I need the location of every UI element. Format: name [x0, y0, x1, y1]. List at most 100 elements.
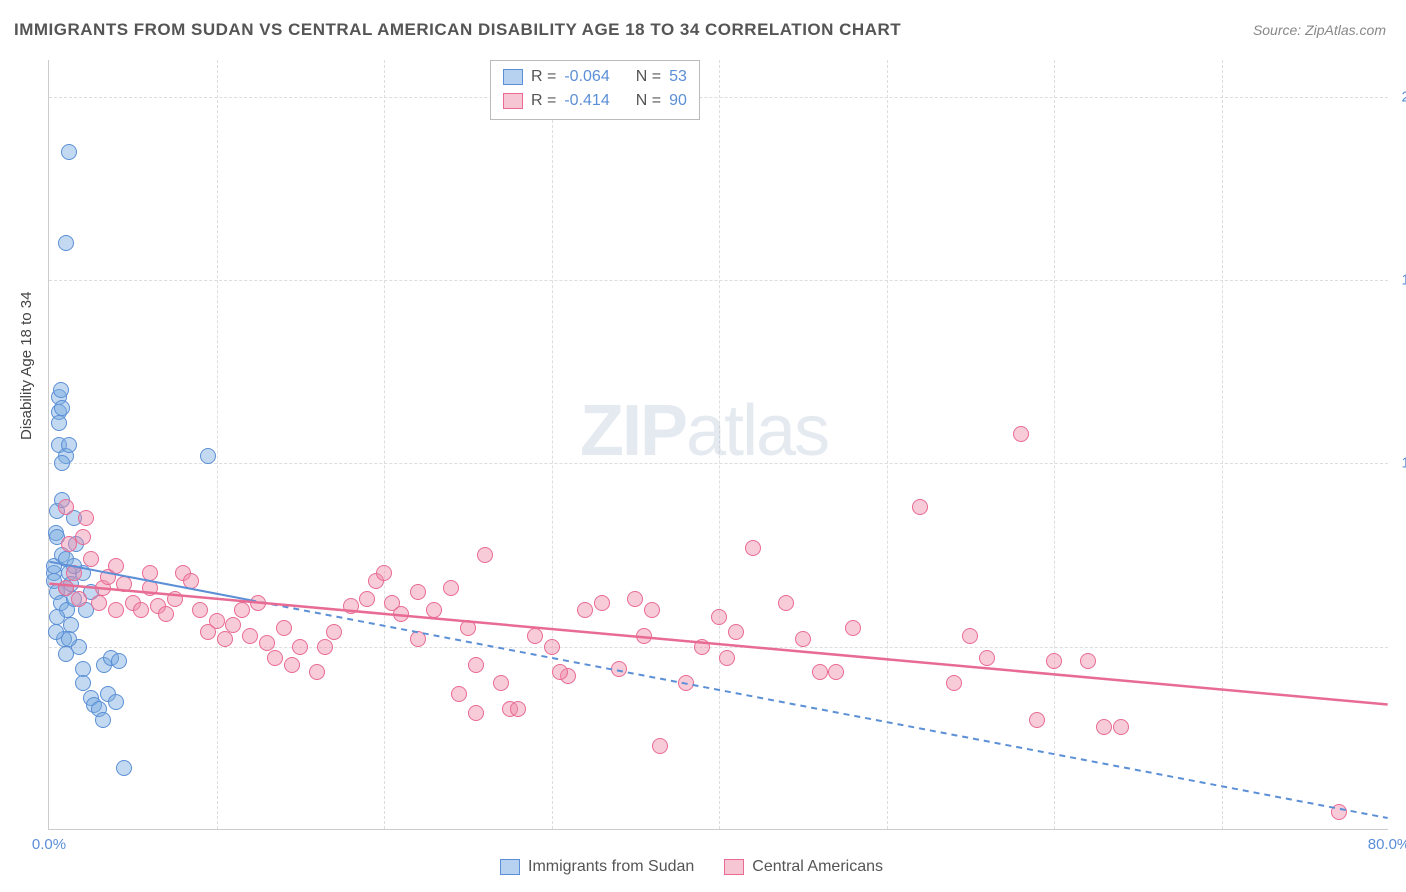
- source-name: ZipAtlas.com: [1305, 22, 1386, 38]
- scatter-point: [778, 595, 794, 611]
- scatter-point: [912, 499, 928, 515]
- scatter-point: [845, 620, 861, 636]
- scatter-point: [326, 624, 342, 640]
- scatter-point: [451, 686, 467, 702]
- scatter-point: [61, 536, 77, 552]
- correlation-legend: R = -0.064 N = 53 R = -0.414 N = 90: [490, 60, 700, 120]
- scatter-point: [728, 624, 744, 640]
- scatter-point: [58, 499, 74, 515]
- gridline-vertical: [552, 60, 553, 829]
- scatter-point: [426, 602, 442, 618]
- scatter-point: [962, 628, 978, 644]
- scatter-point: [694, 639, 710, 655]
- x-tick-label: 0.0%: [32, 836, 66, 853]
- r-label: R =: [531, 65, 556, 89]
- scatter-point: [276, 620, 292, 636]
- scatter-point: [510, 701, 526, 717]
- scatter-point: [393, 606, 409, 622]
- scatter-point: [259, 635, 275, 651]
- legend-row-series-2: R = -0.414 N = 90: [503, 89, 687, 113]
- scatter-point: [460, 620, 476, 636]
- legend-label-1: Immigrants from Sudan: [528, 858, 694, 876]
- scatter-point: [1013, 426, 1029, 442]
- y-tick-label: 15.0%: [1401, 272, 1406, 289]
- scatter-point: [75, 675, 91, 691]
- scatter-point: [719, 650, 735, 666]
- scatter-point: [544, 639, 560, 655]
- scatter-point: [627, 591, 643, 607]
- scatter-point: [527, 628, 543, 644]
- scatter-point: [1096, 719, 1112, 735]
- scatter-point: [53, 382, 69, 398]
- scatter-point: [133, 602, 149, 618]
- legend-item-1: Immigrants from Sudan: [500, 858, 694, 876]
- source-attribution: Source: ZipAtlas.com: [1253, 22, 1386, 38]
- scatter-point: [979, 650, 995, 666]
- scatter-point: [209, 613, 225, 629]
- scatter-point: [66, 565, 82, 581]
- scatter-point: [594, 595, 610, 611]
- legend-swatch-blue: [500, 859, 520, 875]
- scatter-point: [477, 547, 493, 563]
- legend-swatch-blue: [503, 69, 523, 85]
- n-value-2: 90: [669, 89, 687, 113]
- scatter-point: [192, 602, 208, 618]
- gridline-vertical: [217, 60, 218, 829]
- scatter-point: [61, 144, 77, 160]
- scatter-point: [468, 705, 484, 721]
- y-tick-label: 20.0%: [1401, 88, 1406, 105]
- scatter-point: [116, 760, 132, 776]
- gridline-vertical: [384, 60, 385, 829]
- legend-swatch-pink: [503, 93, 523, 109]
- scatter-point: [83, 551, 99, 567]
- watermark-zip: ZIP: [580, 391, 686, 471]
- scatter-point: [61, 437, 77, 453]
- legend-label-2: Central Americans: [752, 858, 883, 876]
- scatter-point: [443, 580, 459, 596]
- scatter-point: [54, 400, 70, 416]
- scatter-point: [1046, 653, 1062, 669]
- scatter-point: [552, 664, 568, 680]
- scatter-point: [49, 609, 65, 625]
- scatter-point: [267, 650, 283, 666]
- scatter-point: [795, 631, 811, 647]
- scatter-point: [116, 576, 132, 592]
- scatter-point: [108, 694, 124, 710]
- scatter-point: [636, 628, 652, 644]
- scatter-point: [711, 609, 727, 625]
- scatter-point: [359, 591, 375, 607]
- scatter-point: [71, 591, 87, 607]
- scatter-point: [54, 455, 70, 471]
- n-value-1: 53: [669, 65, 687, 89]
- gridline-vertical: [1054, 60, 1055, 829]
- legend-row-series-1: R = -0.064 N = 53: [503, 65, 687, 89]
- scatter-point: [1029, 712, 1045, 728]
- scatter-point: [142, 580, 158, 596]
- scatter-point: [95, 712, 111, 728]
- scatter-point: [652, 738, 668, 754]
- r-label: R =: [531, 89, 556, 113]
- scatter-point: [167, 591, 183, 607]
- scatter-point: [611, 661, 627, 677]
- scatter-point: [1080, 653, 1096, 669]
- watermark-atlas: atlas: [686, 391, 828, 471]
- scatter-point: [51, 415, 67, 431]
- y-tick-label: 10.0%: [1401, 455, 1406, 472]
- scatter-point: [91, 595, 107, 611]
- scatter-point: [78, 510, 94, 526]
- scatter-point: [108, 558, 124, 574]
- scatter-point: [108, 602, 124, 618]
- legend-swatch-pink: [724, 859, 744, 875]
- scatter-point: [58, 580, 74, 596]
- scatter-point: [61, 631, 77, 647]
- n-label: N =: [636, 65, 661, 89]
- scatter-point: [376, 565, 392, 581]
- scatter-point: [234, 602, 250, 618]
- scatter-point: [183, 573, 199, 589]
- scatter-point: [812, 664, 828, 680]
- scatter-point: [58, 646, 74, 662]
- scatter-point: [343, 598, 359, 614]
- scatter-point: [292, 639, 308, 655]
- scatter-point: [577, 602, 593, 618]
- scatter-point: [225, 617, 241, 633]
